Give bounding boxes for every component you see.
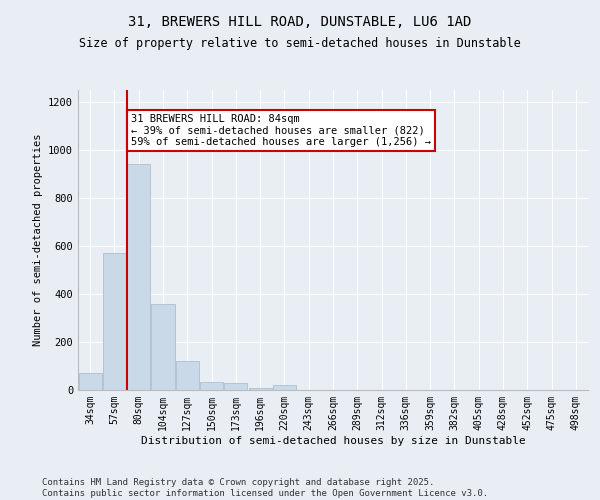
Text: Size of property relative to semi-detached houses in Dunstable: Size of property relative to semi-detach… <box>79 38 521 51</box>
Text: 31 BREWERS HILL ROAD: 84sqm
← 39% of semi-detached houses are smaller (822)
59% : 31 BREWERS HILL ROAD: 84sqm ← 39% of sem… <box>131 114 431 147</box>
Bar <box>79 373 101 390</box>
Y-axis label: Number of semi-detached properties: Number of semi-detached properties <box>32 134 43 346</box>
Bar <box>200 382 223 390</box>
Bar <box>176 361 199 390</box>
Bar <box>224 383 247 390</box>
Bar <box>103 253 126 390</box>
X-axis label: Distribution of semi-detached houses by size in Dunstable: Distribution of semi-detached houses by … <box>140 436 526 446</box>
Bar <box>151 304 175 390</box>
Bar <box>248 388 272 390</box>
Bar <box>127 164 150 390</box>
Text: Contains HM Land Registry data © Crown copyright and database right 2025.
Contai: Contains HM Land Registry data © Crown c… <box>42 478 488 498</box>
Text: 31, BREWERS HILL ROAD, DUNSTABLE, LU6 1AD: 31, BREWERS HILL ROAD, DUNSTABLE, LU6 1A… <box>128 15 472 29</box>
Bar <box>273 385 296 390</box>
